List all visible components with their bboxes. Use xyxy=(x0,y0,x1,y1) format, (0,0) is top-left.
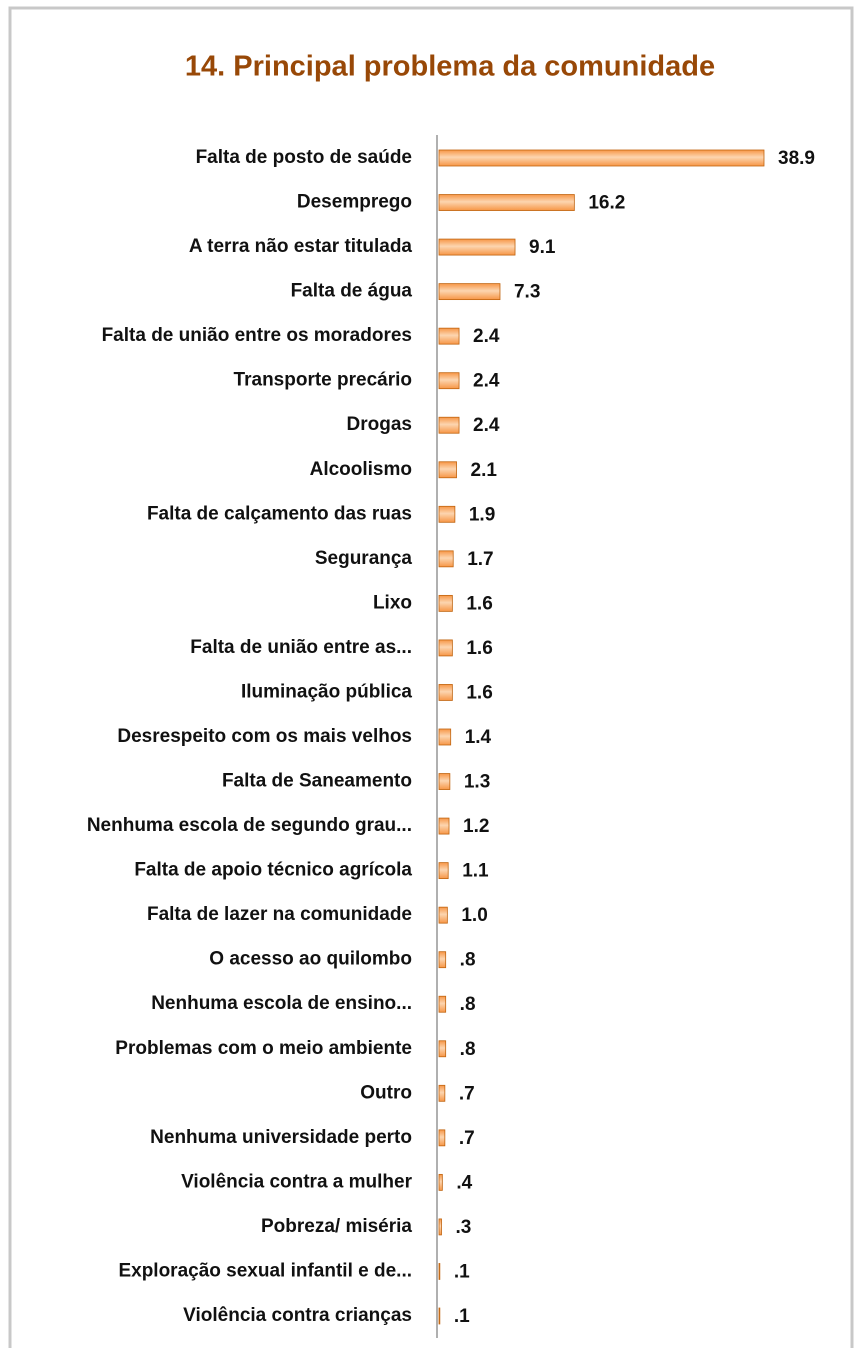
value-label: .8 xyxy=(460,950,476,971)
value-label: .3 xyxy=(456,1217,472,1238)
category-label: Falta de posto de saúde xyxy=(196,147,412,168)
value-label: .7 xyxy=(459,1083,475,1104)
bar xyxy=(438,372,460,390)
bar xyxy=(438,773,451,790)
category-label: Desemprego xyxy=(297,192,412,213)
category-label: Alcoolismo xyxy=(310,459,412,480)
value-label: 1.4 xyxy=(465,727,492,748)
value-label: 1.6 xyxy=(466,638,492,659)
value-label: 1.6 xyxy=(466,682,492,703)
bar xyxy=(438,505,456,523)
category-label: Falta de Saneamento xyxy=(222,771,412,792)
value-label: 1.6 xyxy=(466,593,492,614)
value-label: .8 xyxy=(460,1039,476,1060)
category-label: O acesso ao quilombo xyxy=(209,949,412,970)
bar xyxy=(438,194,575,211)
bar xyxy=(438,862,449,880)
value-label: .7 xyxy=(459,1128,475,1149)
category-label: Exploração sexual infantil e de... xyxy=(118,1260,412,1281)
bar xyxy=(438,550,454,568)
category-label: Drogas xyxy=(347,414,412,435)
bar xyxy=(438,1307,441,1325)
value-label: .4 xyxy=(456,1172,472,1193)
category-label: Falta de lazer na comunidade xyxy=(147,904,412,925)
bar xyxy=(438,283,501,301)
category-label: Nenhuma universidade perto xyxy=(150,1127,412,1148)
bar xyxy=(438,639,453,657)
bar xyxy=(438,684,453,701)
category-label: Lixo xyxy=(373,592,412,613)
bar xyxy=(438,951,447,969)
bar xyxy=(438,149,765,167)
category-label: Outro xyxy=(360,1082,412,1103)
value-label: 1.1 xyxy=(462,861,489,882)
category-label: Problemas com o meio ambiente xyxy=(115,1038,412,1059)
bar xyxy=(438,1129,446,1147)
category-label: Falta de água xyxy=(291,281,413,302)
chart-title: 14. Principal problema da comunidade xyxy=(185,51,715,83)
bar xyxy=(438,1173,443,1191)
category-label: Nenhuma escola de segundo grau... xyxy=(87,815,412,836)
bar xyxy=(438,995,447,1013)
bar xyxy=(438,461,457,479)
value-label: 7.3 xyxy=(514,282,540,303)
value-label: 1.2 xyxy=(463,816,489,837)
value-label: 2.4 xyxy=(473,326,500,347)
value-label: 2.4 xyxy=(473,415,500,436)
category-label: Falta de união entre as... xyxy=(190,637,412,658)
value-label: 2.4 xyxy=(473,371,500,392)
value-label: 9.1 xyxy=(529,237,556,258)
bar xyxy=(438,906,448,924)
category-label: A terra não estar titulada xyxy=(189,236,413,257)
bar xyxy=(438,1218,442,1236)
bar xyxy=(438,728,452,746)
value-label: 1.0 xyxy=(461,905,487,926)
category-label: Segurança xyxy=(315,548,413,569)
category-label: Transporte precário xyxy=(234,370,412,391)
value-label: 1.9 xyxy=(469,504,495,525)
bar xyxy=(438,1263,441,1280)
bar xyxy=(438,594,453,612)
category-label: Falta de calçamento das ruas xyxy=(147,503,412,524)
value-label: .8 xyxy=(460,994,476,1015)
value-label: .1 xyxy=(454,1306,470,1327)
value-label: 38.9 xyxy=(778,148,815,169)
value-label: 2.1 xyxy=(471,460,498,481)
value-label: 1.7 xyxy=(467,549,493,570)
category-label: Iluminação pública xyxy=(241,681,412,702)
category-label: Violência contra a mulher xyxy=(181,1171,413,1192)
value-label: 16.2 xyxy=(588,193,625,214)
category-label: Falta de união entre os moradores xyxy=(102,325,412,346)
category-label: Falta de apoio técnico agrícola xyxy=(134,860,412,881)
bar xyxy=(438,817,450,835)
category-label: Nenhuma escola de ensino... xyxy=(151,993,412,1014)
bar xyxy=(438,1040,447,1058)
category-label: Pobreza/ miséria xyxy=(261,1216,412,1237)
value-label: 1.3 xyxy=(464,772,490,793)
bar xyxy=(438,327,460,345)
bar xyxy=(438,238,516,256)
frame xyxy=(8,6,854,1348)
category-label: Violência contra crianças xyxy=(183,1305,412,1326)
bar xyxy=(438,416,460,434)
category-label: Desrespeito com os mais velhos xyxy=(117,726,412,747)
value-label: .1 xyxy=(454,1261,470,1282)
bar xyxy=(438,1084,446,1102)
